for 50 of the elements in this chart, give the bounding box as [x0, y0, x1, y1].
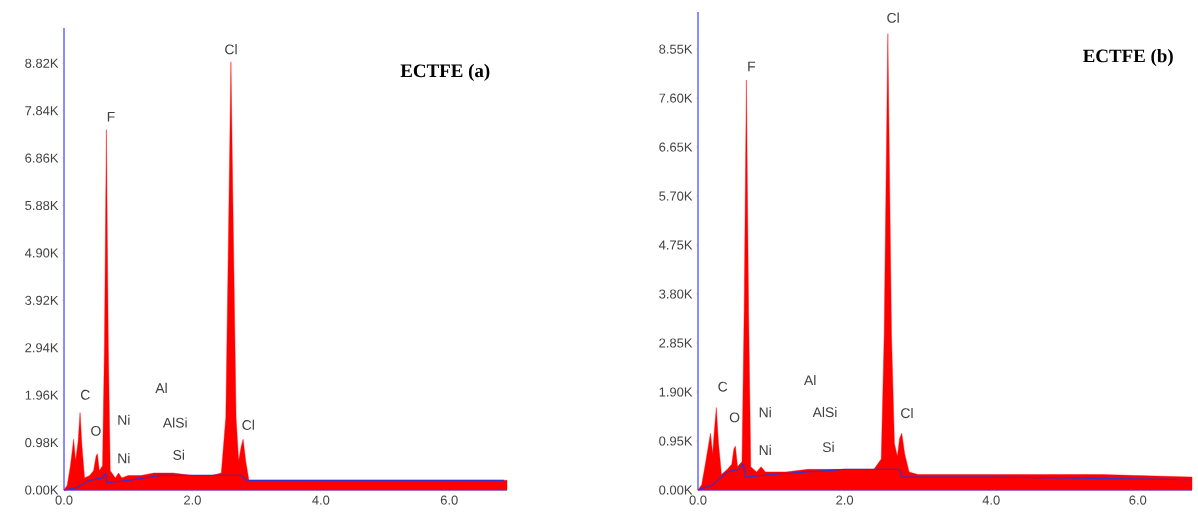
annotation: Cl [887, 12, 899, 23]
annotation: Si [173, 449, 185, 460]
x-tick-label: 2.0 [184, 495, 201, 505]
y-tick-label: 3.80K [659, 289, 693, 299]
y-tick-label: 8.82K [25, 58, 59, 68]
text: ECTFE (b) [1083, 48, 1173, 67]
x-tick-label: 2.0 [836, 495, 854, 505]
annotation: C [80, 389, 90, 400]
y-tick-label: 8.55K [659, 44, 693, 54]
annotation: O [729, 412, 740, 423]
annotation: AlSi [162, 417, 187, 428]
annotation: F [107, 111, 115, 122]
x-tick-label: 6.0 [440, 495, 458, 505]
x-tick-label: 0.0 [55, 495, 73, 505]
x-tick-label: 6.0 [1129, 495, 1147, 505]
x-tick-label: 4.0 [312, 495, 330, 505]
annotation: Ni [118, 453, 130, 464]
y-tick-label: 5.88K [25, 200, 59, 211]
y-tick-label: 3.92K [25, 295, 59, 305]
annotation: F [748, 61, 756, 72]
annotation: Cl [225, 44, 237, 55]
y-tick-label: 7.60K [659, 93, 693, 103]
y-tick-label: 4.90K [24, 248, 59, 258]
text: ECTFE (a) [400, 63, 490, 82]
annotation: C [718, 381, 728, 392]
y-tick-label: 2.94K [25, 343, 59, 353]
y-tick-label: 0.00K [25, 485, 59, 495]
y-tick-label: 0.98K [25, 437, 59, 448]
y-tick-label: 6.86K [25, 153, 59, 163]
annotation: Al [803, 374, 816, 386]
y-tick-label: 6.65K [659, 142, 693, 152]
y-tick-label: 0.95K [659, 436, 693, 446]
x-tick-label: 0.0 [689, 495, 707, 505]
annotation: Cl [242, 419, 254, 430]
y-tick-label: 2.85K [659, 338, 693, 348]
y-tick-label: 0.00K [659, 485, 693, 495]
annotation: Ni [759, 407, 771, 418]
y-tick-label: 5.70K [659, 191, 693, 201]
y-tick-label: 7.84K [25, 106, 59, 116]
y-tick-label: 4.75K [658, 240, 693, 250]
annotation: O [91, 425, 101, 436]
y-tick-label: 1.90K [659, 387, 693, 397]
annotation: Si [822, 441, 834, 453]
y-tick-label: 1.96K [25, 390, 59, 400]
x-tick-label: 4.0 [982, 495, 1000, 505]
annotation: Al [155, 382, 167, 393]
annotation: Ni [118, 414, 130, 425]
annotation: Cl [901, 407, 913, 419]
annotation: AlSi [812, 406, 837, 418]
annotation: Ni [759, 444, 771, 455]
